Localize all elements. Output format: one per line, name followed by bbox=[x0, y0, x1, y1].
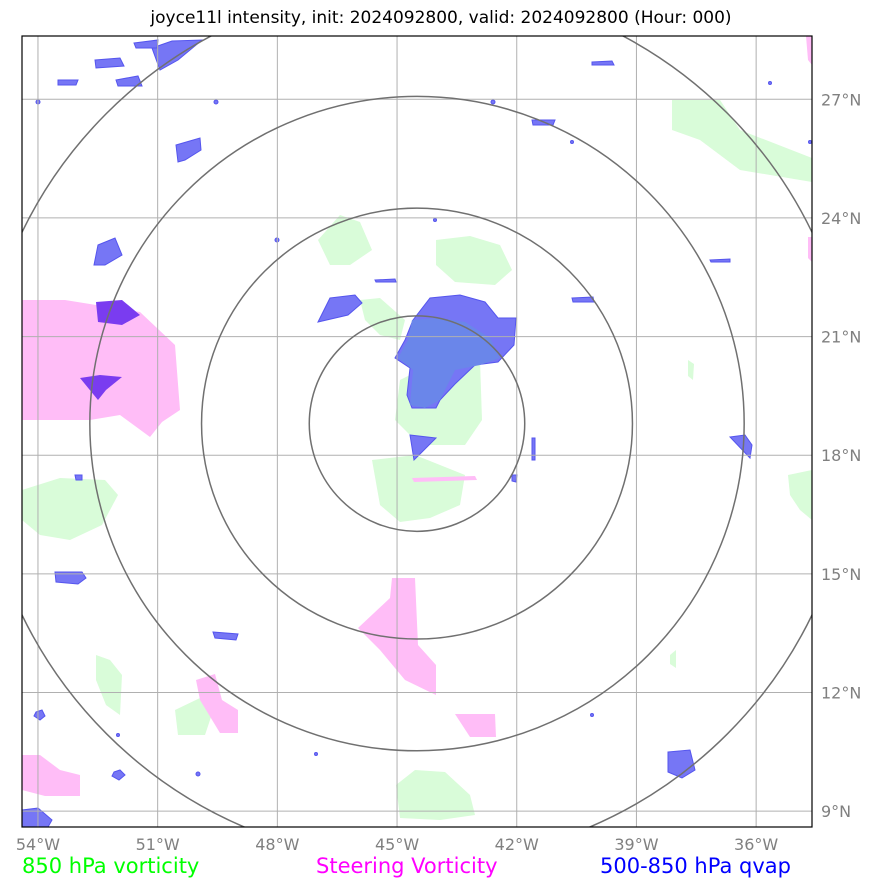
latitude-tick-label: 21°N bbox=[821, 328, 861, 347]
legend-steering-vorticity: Steering Vorticity bbox=[316, 854, 498, 878]
map-frame bbox=[21, 35, 813, 828]
latitude-tick-label: 12°N bbox=[821, 684, 861, 703]
latitude-tick-label: 18°N bbox=[821, 446, 861, 465]
longitude-tick-label: 48°W bbox=[255, 835, 299, 854]
longitude-labels: 54°W 51°W 48°W 45°W 42°W 39°W 36°W bbox=[16, 835, 779, 854]
latitude-tick-label: 24°N bbox=[821, 209, 861, 228]
range-ring bbox=[89, 95, 745, 752]
latitude-tick-label: 9°N bbox=[821, 802, 851, 821]
range-ring bbox=[200, 207, 634, 640]
longitude-tick-label: 51°W bbox=[136, 835, 180, 854]
range-rings bbox=[22, 36, 812, 827]
range-ring bbox=[308, 315, 526, 533]
legend-vorticity-850: 850 hPa vorticity bbox=[22, 854, 200, 878]
latitude-tick-label: 15°N bbox=[821, 565, 861, 584]
graticule bbox=[22, 36, 812, 827]
latitude-tick-label: 27°N bbox=[821, 90, 861, 109]
legend-qvap: 500-850 hPa qvap bbox=[600, 854, 791, 878]
longitude-tick-label: 39°W bbox=[614, 835, 658, 854]
latitude-labels: 9°N 12°N 15°N 18°N 21°N 24°N 27°N bbox=[821, 90, 861, 821]
longitude-tick-label: 42°W bbox=[495, 835, 539, 854]
longitude-tick-label: 54°W bbox=[16, 835, 60, 854]
longitude-tick-label: 36°W bbox=[734, 835, 778, 854]
field-layers bbox=[22, 36, 812, 827]
map-title: joyce11l intensity, init: 2024092800, va… bbox=[150, 8, 732, 28]
longitude-tick-label: 45°W bbox=[375, 835, 419, 854]
